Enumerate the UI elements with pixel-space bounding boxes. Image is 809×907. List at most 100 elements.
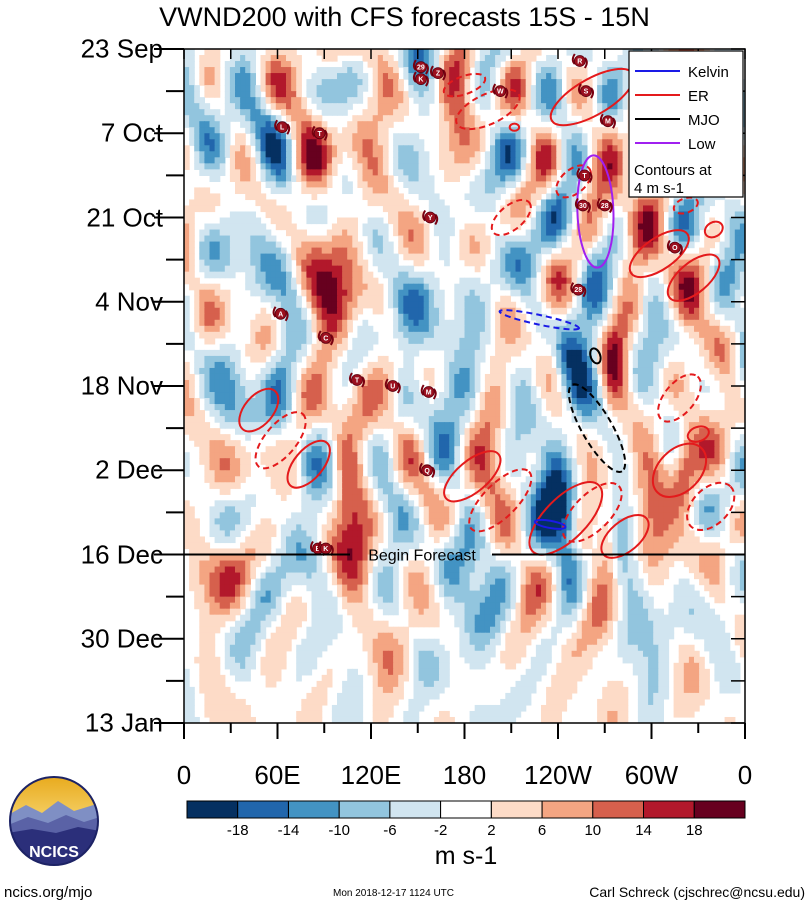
anomaly-cell (245, 379, 251, 387)
anomaly-cell (688, 253, 695, 261)
anomaly-cell (495, 49, 501, 56)
anomaly-cell (566, 127, 573, 134)
anomaly-cell (184, 343, 190, 351)
anomaly-cell (694, 319, 700, 327)
anomaly-cell (546, 217, 552, 225)
anomaly-cell (734, 295, 741, 303)
anomaly-cell (352, 313, 358, 321)
anomaly-cell (224, 85, 231, 92)
anomaly-cell (245, 97, 251, 104)
anomaly-cell (255, 289, 262, 297)
anomaly-cell (653, 253, 659, 261)
anomaly-cell (576, 145, 583, 152)
anomaly-cell (219, 121, 226, 128)
anomaly-cell (571, 331, 578, 339)
anomaly-cell (607, 73, 613, 80)
anomaly-cell (597, 253, 603, 261)
anomaly-cell (184, 373, 190, 381)
anomaly-cell (403, 301, 409, 309)
anomaly-cell (739, 223, 745, 231)
anomaly-cell (184, 235, 190, 243)
anomaly-cell (592, 392, 598, 399)
anomaly-cell (439, 145, 445, 152)
anomaly-cell (683, 325, 690, 333)
anomaly-cell (495, 307, 501, 315)
anomaly-cell (576, 67, 583, 74)
anomaly-cell (551, 199, 557, 207)
anomaly-cell (464, 169, 471, 176)
anomaly-cell (668, 205, 675, 213)
anomaly-cell (602, 211, 608, 219)
anomaly-cell (372, 79, 379, 86)
anomaly-cell (240, 223, 246, 231)
anomaly-cell (270, 187, 277, 195)
anomaly-cell (423, 157, 430, 164)
anomaly-cell (229, 145, 236, 152)
anomaly-cell (469, 199, 476, 207)
anomaly-cell (479, 307, 486, 315)
anomaly-cell (525, 169, 532, 176)
anomaly-cell (484, 398, 491, 405)
anomaly-cell (342, 301, 348, 309)
anomaly-cell (484, 283, 491, 291)
anomaly-cell (530, 157, 537, 164)
anomaly-cell (556, 337, 562, 345)
anomaly-cell (433, 307, 440, 315)
anomaly-cell (469, 337, 476, 345)
anomaly-cell (428, 283, 435, 291)
anomaly-cell (204, 109, 211, 116)
anomaly-cell (576, 133, 583, 140)
anomaly-cell (260, 133, 267, 140)
anomaly-cell (270, 259, 277, 267)
anomaly-cell (561, 181, 568, 189)
anomaly-cell (597, 151, 603, 158)
anomaly-cell (229, 247, 236, 255)
anomaly-cell (520, 193, 527, 201)
anomaly-cell (372, 229, 379, 237)
anomaly-cell (255, 386, 262, 393)
anomaly-cell (479, 325, 486, 333)
anomaly-cell (275, 241, 282, 249)
anomaly-cell (301, 265, 307, 273)
anomaly-cell (566, 169, 573, 176)
anomaly-cell (602, 355, 608, 363)
anomaly-cell (321, 235, 328, 243)
anomaly-cell (316, 139, 323, 146)
anomaly-cell (342, 313, 348, 321)
anomaly-cell (535, 241, 542, 249)
anomaly-cell (592, 211, 598, 219)
anomaly-cell (678, 319, 685, 327)
anomaly-cell (352, 73, 358, 80)
anomaly-cell (398, 49, 404, 56)
anomaly-cell (592, 325, 598, 333)
anomaly-cell (189, 277, 195, 285)
anomaly-cell (592, 235, 598, 243)
anomaly-cell (398, 277, 404, 285)
anomaly-cell (520, 85, 527, 92)
anomaly-cell (306, 355, 313, 363)
anomaly-cell (204, 307, 211, 315)
anomaly-cell (403, 109, 409, 116)
anomaly-cell (423, 307, 430, 315)
anomaly-cell (658, 355, 664, 363)
anomaly-cell (454, 85, 460, 92)
anomaly-cell (408, 313, 415, 321)
anomaly-cell (464, 343, 471, 351)
anomaly-cell (184, 386, 190, 393)
anomaly-cell (439, 253, 445, 261)
anomaly-cell (306, 187, 313, 195)
anomaly-cell (372, 169, 379, 176)
anomaly-cell (739, 205, 745, 213)
anomaly-cell (347, 271, 353, 279)
anomaly-cell (668, 271, 675, 279)
anomaly-cell (398, 398, 404, 405)
anomaly-cell (235, 211, 241, 219)
anomaly-cell (515, 79, 522, 86)
anomaly-cell (520, 331, 527, 339)
anomaly-cell (260, 253, 267, 261)
anomaly-cell (648, 199, 654, 207)
anomaly-cell (311, 205, 318, 213)
anomaly-cell (219, 386, 226, 393)
anomaly-cell (306, 211, 313, 219)
anomaly-cell (296, 145, 302, 152)
